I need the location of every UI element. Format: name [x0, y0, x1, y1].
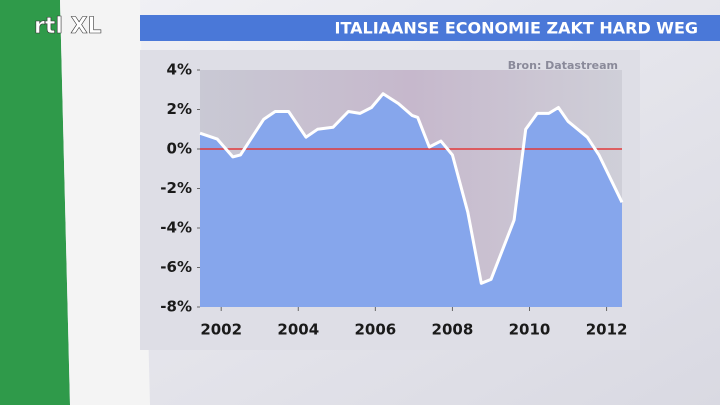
flag-white: [60, 0, 150, 405]
x-tick-label: 2008: [432, 321, 474, 339]
y-tick-label: -8%: [160, 298, 192, 316]
y-tick-label: -6%: [160, 258, 192, 276]
source: Bron: Datastream: [508, 59, 618, 72]
line: [199, 92, 624, 285]
y-tick-label: 4%: [167, 61, 192, 79]
y-tick-label: -4%: [160, 219, 192, 237]
area: [200, 93, 622, 307]
x-tick-label: 2006: [354, 321, 396, 339]
logo: rtl XL: [34, 14, 102, 39]
y-tick-label: -2%: [160, 179, 192, 197]
flag-green: [0, 0, 70, 405]
x-tick-label: 2002: [200, 321, 242, 339]
title-bar: [140, 15, 720, 41]
x-tick-label: 2012: [586, 321, 628, 339]
y-tick-label: 0%: [167, 140, 192, 158]
chart-title: ITALIAANSE ECONOMIE ZAKT HARD WEG: [335, 19, 699, 38]
y-tick-label: 2%: [167, 100, 192, 118]
x-tick-label: 2010: [509, 321, 551, 339]
x-tick-label: 2004: [277, 321, 319, 339]
